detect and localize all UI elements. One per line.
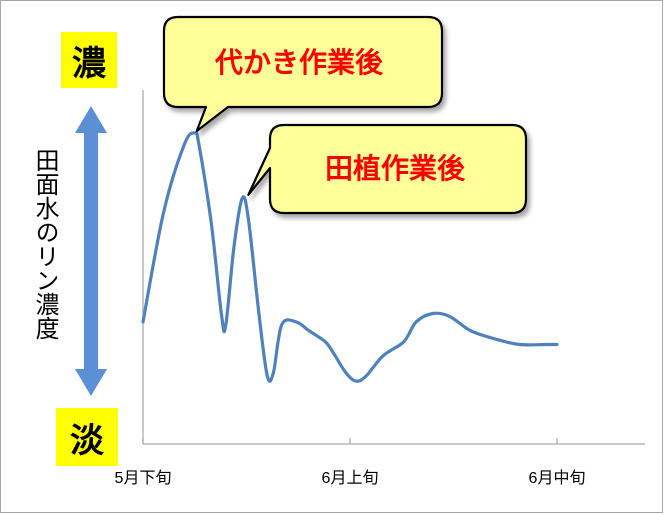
callout-after-transplanting-bubble bbox=[247, 123, 528, 215]
callout-after-transplanting bbox=[247, 123, 528, 215]
arrow-shaft bbox=[84, 131, 98, 371]
series-line bbox=[141, 130, 559, 383]
callout-after-transplanting-text: 田植作業後 bbox=[325, 152, 466, 185]
callout-after-puddling bbox=[162, 15, 444, 133]
y-low-label: 淡 bbox=[56, 408, 118, 466]
callout-after-puddling-text: 代かき作業後 bbox=[214, 46, 384, 79]
concentration-arrow bbox=[75, 106, 107, 396]
x-tick-label: 6月上旬 bbox=[322, 469, 379, 487]
callout-after-puddling-bubble bbox=[162, 15, 444, 133]
x-tick-label: 6月中旬 bbox=[529, 469, 586, 487]
x-tick-label: 5月下旬 bbox=[115, 469, 172, 487]
y-axis-label: 田面水のリン濃度 bbox=[31, 148, 59, 340]
arrow-head-up bbox=[75, 106, 107, 133]
arrow-head-down bbox=[75, 369, 107, 396]
y-high-label: 濃 bbox=[61, 32, 117, 88]
